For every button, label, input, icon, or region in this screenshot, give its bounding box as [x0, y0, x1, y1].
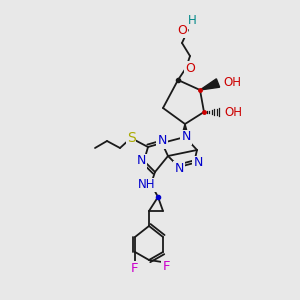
Text: S: S — [127, 131, 135, 145]
Text: N: N — [181, 130, 191, 143]
Text: O: O — [177, 23, 187, 37]
Text: NH: NH — [138, 178, 156, 191]
Text: H: H — [188, 14, 196, 26]
Text: O: O — [185, 61, 195, 74]
Text: OH: OH — [224, 106, 242, 118]
Polygon shape — [182, 124, 188, 137]
Text: OH: OH — [223, 76, 241, 89]
Text: N: N — [174, 161, 184, 175]
Text: F: F — [130, 262, 138, 275]
Text: N: N — [136, 154, 146, 167]
Text: N: N — [193, 157, 203, 169]
Text: N: N — [157, 134, 167, 148]
Text: F: F — [162, 260, 170, 274]
Polygon shape — [200, 79, 220, 90]
